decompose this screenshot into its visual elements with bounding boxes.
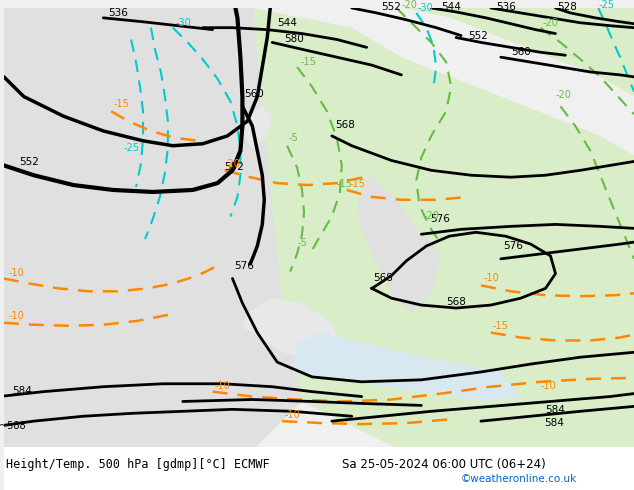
Text: -15: -15 xyxy=(350,179,366,189)
Text: 552: 552 xyxy=(468,31,488,42)
Text: -15: -15 xyxy=(493,320,508,331)
Polygon shape xyxy=(242,106,272,147)
Text: -10: -10 xyxy=(541,381,556,391)
Text: 536: 536 xyxy=(496,2,515,12)
Text: 560: 560 xyxy=(244,89,264,98)
Text: -25: -25 xyxy=(598,0,614,10)
Text: 568: 568 xyxy=(446,297,466,307)
Text: 576: 576 xyxy=(503,241,522,251)
Text: -20: -20 xyxy=(543,18,559,28)
Text: -15: -15 xyxy=(337,179,353,189)
Polygon shape xyxy=(292,333,521,401)
Text: -30: -30 xyxy=(176,18,191,28)
Text: -20: -20 xyxy=(401,0,417,10)
Text: ~588: ~588 xyxy=(0,421,25,431)
Text: 576: 576 xyxy=(430,215,450,224)
Text: -15: -15 xyxy=(300,57,316,67)
Text: -10: -10 xyxy=(9,311,25,321)
Text: 580: 580 xyxy=(284,34,304,45)
Text: -10: -10 xyxy=(214,381,230,391)
Polygon shape xyxy=(242,298,342,372)
Bar xyxy=(4,447,634,490)
Text: 568: 568 xyxy=(373,273,394,283)
Text: -20: -20 xyxy=(555,91,571,100)
Text: -30: -30 xyxy=(417,3,433,13)
Polygon shape xyxy=(401,8,634,97)
Text: 552: 552 xyxy=(382,2,401,12)
Text: 552: 552 xyxy=(19,157,39,168)
Text: -10: -10 xyxy=(9,268,25,277)
Text: ©weatheronline.co.uk: ©weatheronline.co.uk xyxy=(461,474,578,484)
Polygon shape xyxy=(203,8,634,451)
Text: Height/Temp. 500 hPa [gdmp][°C] ECMWF: Height/Temp. 500 hPa [gdmp][°C] ECMWF xyxy=(6,458,269,471)
Text: -10: -10 xyxy=(284,410,300,420)
Text: 584: 584 xyxy=(545,418,564,428)
Text: 568: 568 xyxy=(335,120,354,130)
Text: 544: 544 xyxy=(277,18,297,28)
Text: 576: 576 xyxy=(235,261,254,270)
Text: -5: -5 xyxy=(288,133,298,143)
Polygon shape xyxy=(357,175,441,313)
Text: -10: -10 xyxy=(484,273,500,283)
Polygon shape xyxy=(4,8,302,451)
Text: Sa 25-05-2024 06:00 UTC (06+24): Sa 25-05-2024 06:00 UTC (06+24) xyxy=(342,458,545,471)
Text: 560: 560 xyxy=(511,47,531,57)
Text: 544: 544 xyxy=(441,2,461,12)
Text: 528: 528 xyxy=(557,2,578,12)
Text: -25: -25 xyxy=(123,143,139,152)
Text: 552: 552 xyxy=(224,162,244,172)
Text: 584: 584 xyxy=(12,386,32,395)
Text: -20: -20 xyxy=(424,212,439,221)
Text: -5: -5 xyxy=(297,238,307,248)
Text: 536: 536 xyxy=(108,8,128,18)
Text: -15: -15 xyxy=(113,99,129,109)
Text: -20: -20 xyxy=(224,159,240,170)
Text: 584: 584 xyxy=(545,405,566,415)
